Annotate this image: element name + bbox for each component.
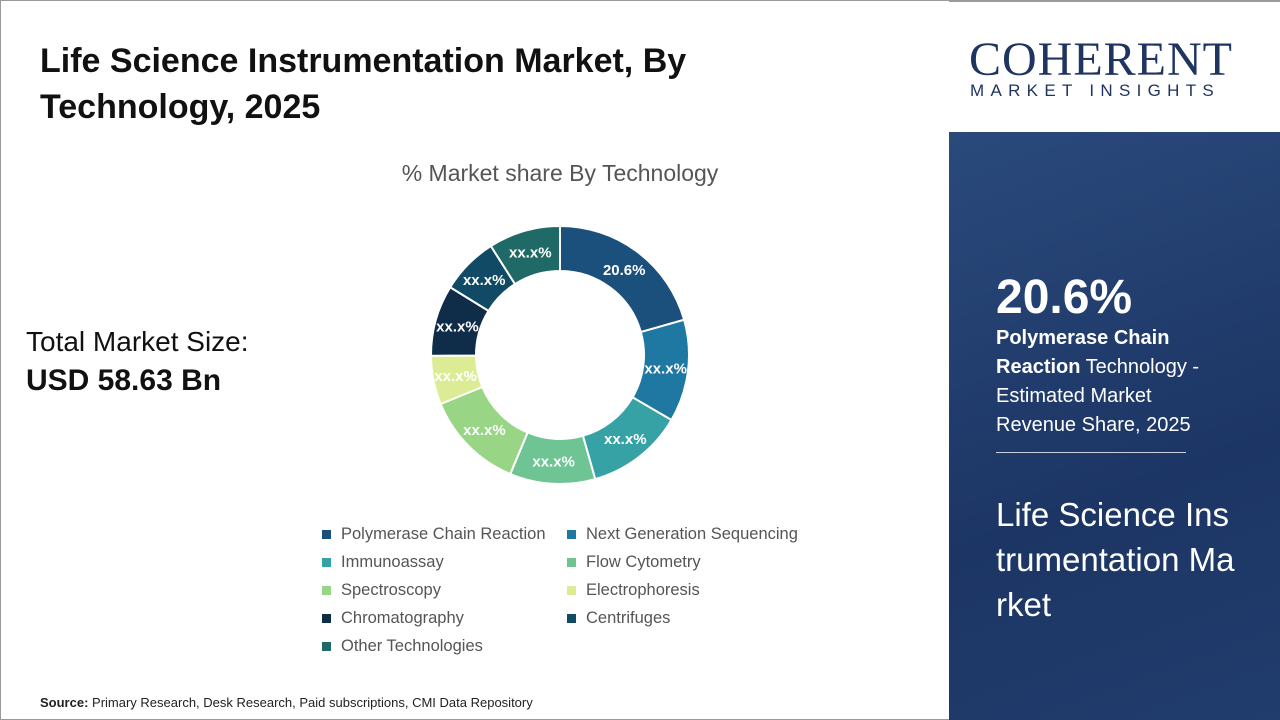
legend-item: Polymerase Chain Reaction <box>322 525 567 544</box>
legend-item: Spectroscopy <box>322 581 567 600</box>
legend: Polymerase Chain Reaction Next Generation… <box>322 525 817 656</box>
legend-item: Other Technologies <box>322 637 567 656</box>
data-label: xx.x% <box>434 368 477 385</box>
legend-item: Centrifuges <box>567 609 817 628</box>
logo-sub: MARKET INSIGHTS <box>970 81 1221 100</box>
legend-item: Chromatography <box>322 609 567 628</box>
divider <box>996 452 1186 453</box>
source-label: Source: <box>40 695 89 710</box>
highlight-rest: Technology - Estimated Market Revenue Sh… <box>996 356 1200 436</box>
legend-label: Centrifuges <box>586 609 671 627</box>
data-label: xx.x% <box>604 431 647 448</box>
legend-swatch <box>322 642 331 651</box>
legend-swatch <box>322 558 331 567</box>
market-name: Life Science Instrumentation Market <box>996 496 1235 623</box>
highlight-value: 20.6% <box>996 271 1133 324</box>
data-label: xx.x% <box>436 318 479 335</box>
legend-swatch <box>567 558 576 567</box>
legend-label: Chromatography <box>341 609 464 627</box>
legend-item: Immunoassay <box>322 553 567 572</box>
legend-swatch <box>567 530 576 539</box>
legend-label: Polymerase Chain Reaction <box>341 525 546 543</box>
data-label: xx.x% <box>509 245 552 262</box>
highlight-segment: Polymerase Chain Reaction <box>996 327 1170 378</box>
legend-label: Immunoassay <box>341 553 444 571</box>
legend-item: Next Generation Sequencing <box>567 525 817 544</box>
data-label: xx.x% <box>463 422 506 439</box>
donut-slice-other-technologies <box>489 224 561 286</box>
page-title: Life Science Instrumentation Market, By … <box>40 42 687 126</box>
source-text: Primary Research, Desk Research, Paid su… <box>92 695 533 710</box>
data-label: xx.x% <box>532 453 575 470</box>
donut-chart: 20.6%xx.x%xx.x%xx.x%xx.x%xx.x%xx.x%xx.x%… <box>429 224 690 485</box>
legend-swatch <box>567 614 576 623</box>
legend-swatch <box>322 586 331 595</box>
legend-label: Flow Cytometry <box>586 553 701 571</box>
legend-label: Electrophoresis <box>586 581 700 599</box>
total-label: Total Market Size: <box>26 326 249 357</box>
source-note: Source: Primary Research, Desk Research,… <box>40 695 533 710</box>
chart-title: % Market share By Technology <box>401 160 719 186</box>
info-panel: COHERENT MARKET INSIGHTS 20.6% Polymeras… <box>949 0 1280 720</box>
legend-swatch <box>567 586 576 595</box>
highlight-description: Polymerase Chain Reaction Technology - E… <box>996 324 1236 440</box>
data-label: xx.x% <box>644 360 687 377</box>
legend-swatch <box>322 614 331 623</box>
total-market-size: Total Market Size: USD 58.63 Bn <box>26 326 249 398</box>
highlight-panel: 20.6% Polymerase Chain Reaction Technolo… <box>949 132 1280 720</box>
logo: COHERENT MARKET INSIGHTS <box>949 0 1280 132</box>
legend-swatch <box>322 530 331 539</box>
legend-item: Electrophoresis <box>567 581 817 600</box>
data-label: xx.x% <box>463 272 506 289</box>
legend-label: Spectroscopy <box>341 581 441 599</box>
legend-label: Other Technologies <box>341 637 483 655</box>
legend-label: Next Generation Sequencing <box>586 525 798 543</box>
logo-main: COHERENT <box>969 33 1233 86</box>
legend-item: Flow Cytometry <box>567 553 817 572</box>
total-value: USD 58.63 Bn <box>26 364 222 397</box>
data-label: 20.6% <box>603 262 646 279</box>
